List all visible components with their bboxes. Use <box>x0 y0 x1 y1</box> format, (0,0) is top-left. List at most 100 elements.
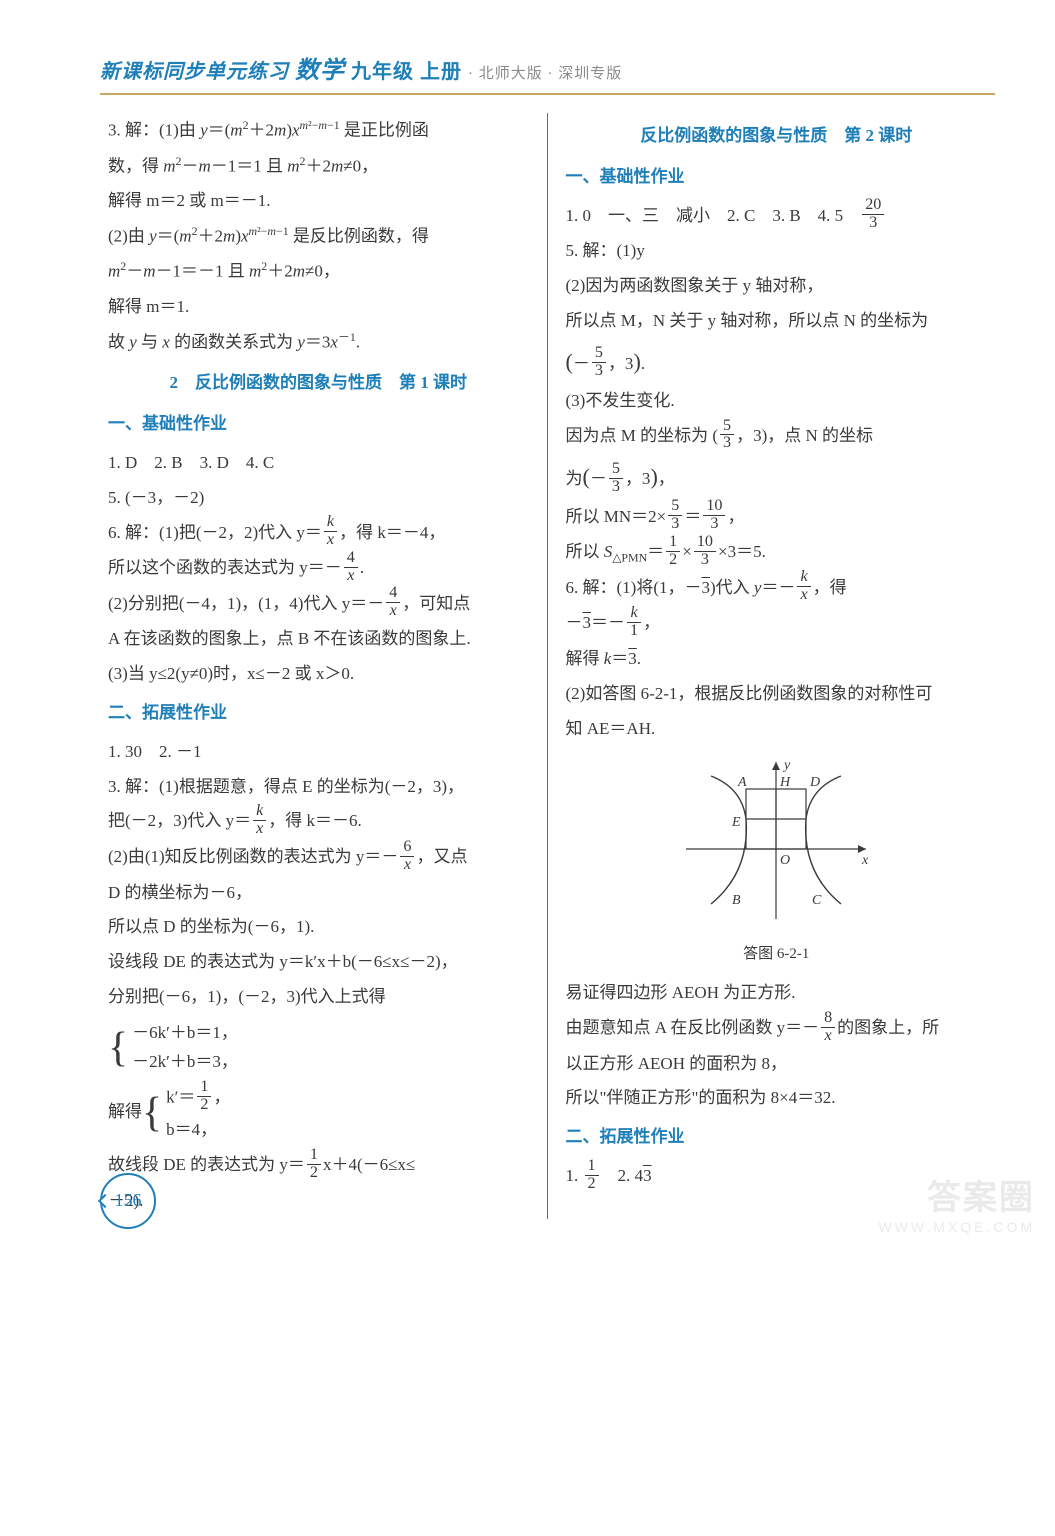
fraction: 4x <box>386 585 400 620</box>
fraction: kx <box>324 514 337 549</box>
text-line: ((－－53，3). <box>566 339 988 384</box>
text-span: 1. <box>566 1166 583 1185</box>
sub-title: 二、拓展性作业 <box>108 696 529 731</box>
text-line: 解得 k＝3. <box>566 642 988 677</box>
text-line: 3. 解：(1)根据题意，得点 E 的坐标为(－2，3)， <box>108 770 529 805</box>
text-line: 解得 m＝2 或 m＝－1. <box>108 184 529 219</box>
text-span: 的图象上，所 <box>837 1018 939 1037</box>
text-line: (2)因为两函数图象关于 y 轴对称， <box>566 269 988 304</box>
text-line: 所以点 D 的坐标为(－6，1). <box>108 910 529 945</box>
svg-text:y: y <box>782 758 791 773</box>
text-span: 所以 MN＝2× <box>566 507 667 526</box>
subject: 数学 <box>295 58 345 84</box>
svg-text:A: A <box>737 775 747 790</box>
text-line: (2)如答图 6-2-1，根据反比例函数图象的对称性可 <box>566 677 988 712</box>
fraction: 53 <box>592 345 606 380</box>
brace-icon: { <box>142 1092 162 1134</box>
text-span: ，可知点 <box>402 594 470 613</box>
fraction: 12 <box>197 1079 211 1114</box>
text-line: －2k′＋b＝3， <box>132 1048 238 1077</box>
fraction: 53 <box>720 418 734 453</box>
text-line: 所以 S△PMN＝12×103×3＝5. <box>566 535 988 571</box>
text-span: ， <box>213 1087 230 1106</box>
fraction: 103 <box>703 498 725 533</box>
page-number: 156 <box>115 1190 142 1211</box>
sub-title: 一、基础性作业 <box>108 407 529 442</box>
text-line: 5. (－3，－2) <box>108 481 529 516</box>
text-span: ， <box>727 507 744 526</box>
text-line: 1. 30 2. －1 <box>108 735 529 770</box>
text-line: 设线段 DE 的表达式为 y＝k′x＋b(－6≤x≤－2)， <box>108 945 529 980</box>
text-line: 所以"伴随正方形"的面积为 8×4＝32. <box>566 1081 988 1116</box>
brace-system-2: 解得 { k′＝12， b＝4， <box>108 1081 529 1145</box>
text-line: 数，得 m2－m－1＝1 且 m2＋2m≠0， <box>108 149 529 185</box>
section-title: 2 反比例函数的图象与性质 第 1 课时 <box>108 366 529 401</box>
text-line: (2)由(1)知反比例函数的表达式为 y＝－6x，又点 <box>108 840 529 876</box>
text-line: 1. D 2. B 3. D 4. C <box>108 446 529 481</box>
text-span: 由题意知点 A 在反比例函数 y＝－ <box>566 1018 820 1037</box>
text-line: 分别把(－6，1)，(－2，3)代入上式得 <box>108 980 529 1015</box>
text-line: 5. 解：(1)y <box>566 234 988 269</box>
text-line: 为(－53，3)， <box>566 454 988 499</box>
svg-text:E: E <box>731 815 741 830</box>
text-span: 所以这个函数的表达式为 y＝－ <box>108 558 342 577</box>
text-span: ，得 k＝－4， <box>339 523 445 542</box>
fraction: 103 <box>694 534 716 569</box>
text-span: ＝ <box>684 507 701 526</box>
text-line: 知 AE＝AH. <box>566 712 988 747</box>
edition: · 北师大版 · 深圳专版 <box>468 66 622 82</box>
volume: 上册 <box>420 61 462 83</box>
svg-text:x: x <box>861 853 869 868</box>
text-span: (2)分别把(－4，1)，(1，4)代入 y＝－ <box>108 594 384 613</box>
book-header: 新课标同步单元练习 数学 九年级 上册 · 北师大版 · 深圳专版 <box>100 50 995 85</box>
text-line: 由题意知点 A 在反比例函数 y＝－8x的图象上，所 <box>566 1011 988 1047</box>
figure-caption: 答图 6-2-1 <box>566 939 988 970</box>
text-line: (2)由 y＝(m2＋2m)xm²−m−1 是反比例函数，得 <box>108 219 529 255</box>
text-line: 所以这个函数的表达式为 y＝－4x. <box>108 551 529 587</box>
text-line: 故线段 DE 的表达式为 y＝12x＋4(－6≤x≤ <box>108 1148 529 1184</box>
text-line: 6. 解：(1)把(－2，2)代入 y＝kx，得 k＝－4， <box>108 516 529 552</box>
fraction: 12 <box>585 1158 599 1193</box>
watermark-title: 答案圈 <box>878 1170 1035 1219</box>
hyperbola-graph: A H D E O B C x y <box>676 754 876 924</box>
fraction: 4x <box>344 550 358 585</box>
grade: 九年级 <box>351 61 414 83</box>
content-columns: 3. 解：(1)由 y＝(m2＋2m)xm²−m−1 是正比例函 数，得 m2－… <box>100 113 995 1219</box>
fraction: 203 <box>862 197 884 232</box>
text-span: ，得 k＝－6. <box>268 811 362 830</box>
text-span: x＋4(－6≤x≤ <box>323 1155 415 1174</box>
section-title: 反比例函数的图象与性质 第 2 课时 <box>566 119 988 154</box>
right-column: 反比例函数的图象与性质 第 2 课时 一、基础性作业 1. 0 一、三 减小 2… <box>548 113 996 1219</box>
fraction: kx <box>797 569 810 604</box>
brace-icon: { <box>108 1027 128 1069</box>
header-rule <box>100 93 995 95</box>
svg-text:C: C <box>812 893 822 908</box>
fraction: 12 <box>307 1147 321 1182</box>
text-line: －6k′＋b＝1， <box>132 1019 238 1048</box>
text-line: 所以点 M，N 关于 y 轴对称，所以点 N 的坐标为 <box>566 304 988 339</box>
svg-text:O: O <box>780 853 790 868</box>
page-number-badge: 156 <box>100 1173 156 1229</box>
fraction: k1 <box>627 605 641 640</box>
text-line: 易证得四边形 AEOH 为正方形. <box>566 976 988 1011</box>
text-span: 故线段 DE 的表达式为 y＝ <box>108 1155 305 1174</box>
sub-title: 二、拓展性作业 <box>566 1120 988 1155</box>
text-span: 解得 <box>108 1095 142 1130</box>
text-span: . <box>360 558 364 577</box>
sub-title: 一、基础性作业 <box>566 160 988 195</box>
text-span: 把(－2，3)代入 y＝ <box>108 811 251 830</box>
watermark: 答案圈 WWW.MXQE.COM <box>878 1170 1035 1235</box>
series-name: 新课标同步单元练习 <box>100 61 289 83</box>
text-span: 1. 0 一、三 减小 2. C 3. B 4. 5 <box>566 206 861 225</box>
text-line: 故 y 与 x 的函数关系式为 y＝3x－1. <box>108 325 529 361</box>
fraction: 6x <box>400 839 414 874</box>
text-line: A 在该函数的图象上，点 B 不在该函数的图象上. <box>108 622 529 657</box>
text-span: ，3)，点 N 的坐标 <box>736 426 873 445</box>
text-line: m2－m－1＝－1 且 m2＋2m≠0， <box>108 254 529 290</box>
text-line: 3. 解：(1)由 y＝(m2＋2m)xm²−m−1 是正比例函 <box>108 113 529 149</box>
text-line: k′＝12， <box>166 1081 230 1116</box>
figure-6-2-1: A H D E O B C x y <box>566 754 988 924</box>
text-line: (3)不发生变化. <box>566 384 988 419</box>
text-line: D 的横坐标为－6， <box>108 876 529 911</box>
brace-system-1: { －6k′＋b＝1， －2k′＋b＝3， <box>108 1019 529 1077</box>
